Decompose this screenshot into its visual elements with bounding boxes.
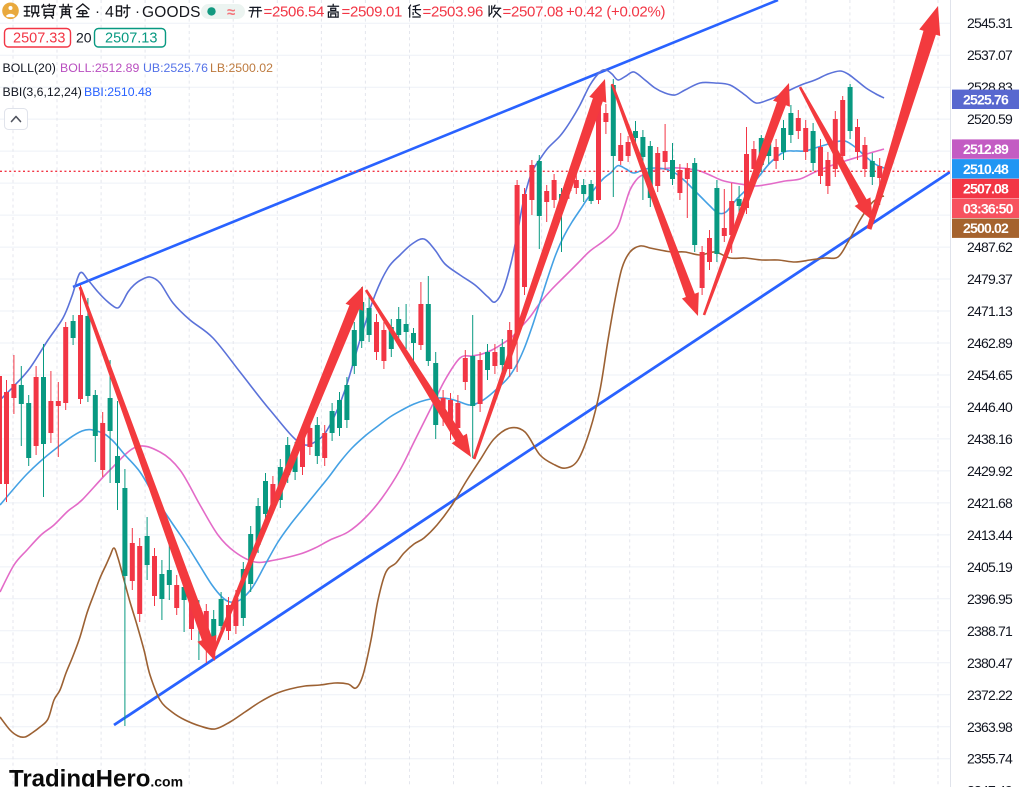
svg-text:2405.19: 2405.19 [967, 559, 1013, 575]
svg-text:2525.76: 2525.76 [963, 91, 1009, 107]
svg-text:=2503.96: =2503.96 [423, 4, 484, 21]
svg-text:2446.40: 2446.40 [967, 399, 1013, 415]
svg-text:2363.98: 2363.98 [967, 719, 1013, 735]
svg-text:UB:2525.76: UB:2525.76 [143, 61, 208, 75]
svg-text:GOODS: GOODS [142, 4, 201, 21]
svg-text:2479.37: 2479.37 [967, 271, 1013, 287]
svg-text:BOLL:2512.89: BOLL:2512.89 [60, 61, 139, 75]
svg-text:2347.49: 2347.49 [967, 783, 1013, 787]
svg-text:2500.02: 2500.02 [963, 220, 1009, 236]
svg-text:·: · [95, 3, 100, 20]
svg-text:BBI(3,6,12,24): BBI(3,6,12,24) [3, 85, 82, 99]
svg-text:2454.65: 2454.65 [967, 367, 1013, 383]
svg-text:2507.33: 2507.33 [13, 31, 65, 47]
svg-text:=2507.08: =2507.08 [503, 4, 564, 21]
svg-text:+0.42 (+0.02%): +0.42 (+0.02%) [566, 4, 666, 21]
svg-text:2421.68: 2421.68 [967, 495, 1013, 511]
svg-text:2396.95: 2396.95 [967, 591, 1013, 607]
svg-text:2537.07: 2537.07 [967, 47, 1013, 63]
svg-text:BOLL(20): BOLL(20) [3, 61, 56, 75]
svg-text:2510.48: 2510.48 [963, 161, 1009, 177]
svg-text:2471.13: 2471.13 [967, 303, 1013, 319]
svg-text:2372.22: 2372.22 [967, 687, 1013, 703]
svg-text:2487.62: 2487.62 [967, 239, 1013, 255]
svg-text:2413.44: 2413.44 [967, 527, 1013, 543]
svg-text:2380.47: 2380.47 [967, 655, 1013, 671]
svg-text:2462.89: 2462.89 [967, 335, 1013, 351]
svg-text:03:36:50: 03:36:50 [963, 200, 1014, 216]
svg-text:≈: ≈ [227, 4, 235, 21]
svg-text:20: 20 [76, 30, 92, 46]
svg-text:LB:2500.02: LB:2500.02 [210, 61, 273, 75]
svg-text:4: 4 [105, 4, 114, 21]
svg-text:2507.08: 2507.08 [963, 181, 1009, 197]
svg-text:2507.13: 2507.13 [105, 31, 157, 47]
svg-text:BBI:2510.48: BBI:2510.48 [84, 85, 152, 99]
svg-text:2438.16: 2438.16 [967, 431, 1013, 447]
svg-text:2512.89: 2512.89 [963, 141, 1009, 157]
svg-text:=2509.01: =2509.01 [342, 4, 403, 21]
svg-text:2355.74: 2355.74 [967, 751, 1013, 767]
svg-text:=2506.54: =2506.54 [264, 4, 325, 21]
svg-text:2545.31: 2545.31 [967, 15, 1013, 31]
svg-text:2520.59: 2520.59 [967, 111, 1013, 127]
svg-text:2388.71: 2388.71 [967, 623, 1013, 639]
svg-text:2429.92: 2429.92 [967, 463, 1013, 479]
svg-text:·: · [135, 3, 140, 20]
